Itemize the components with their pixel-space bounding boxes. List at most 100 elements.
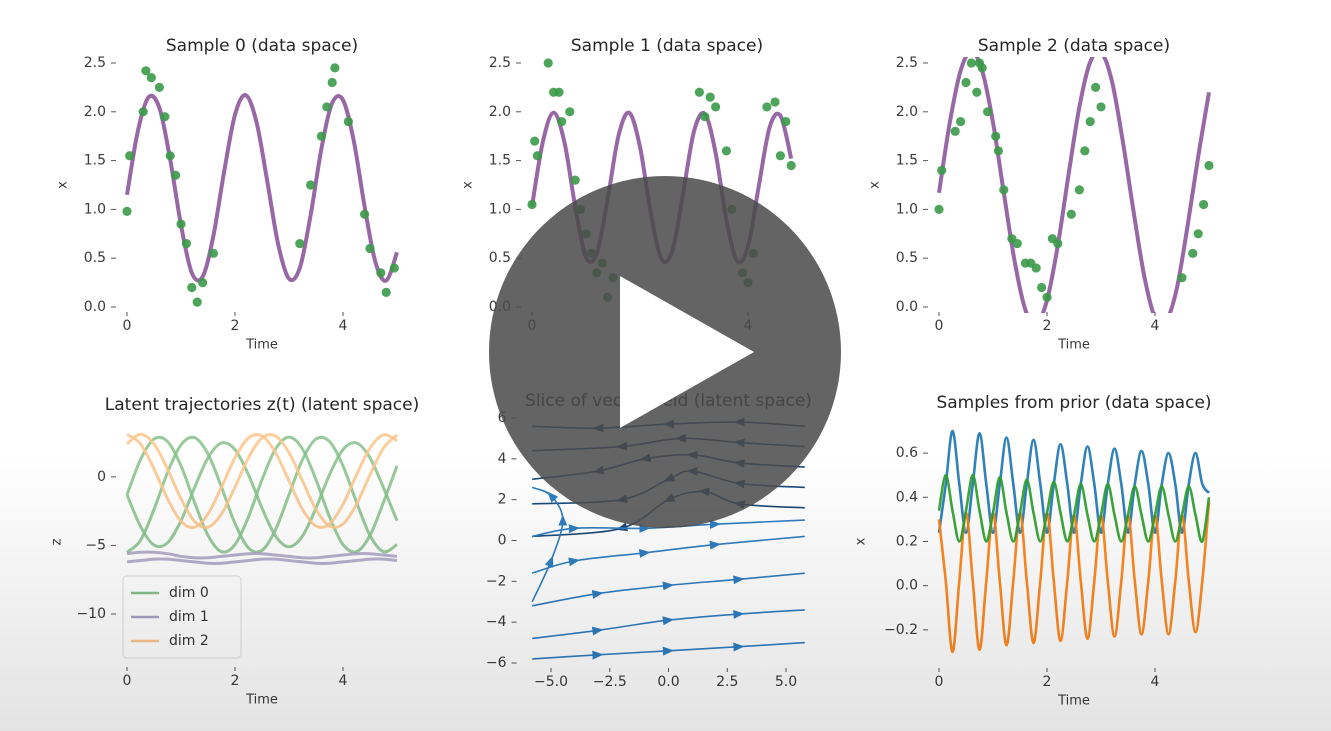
y-axis-label: x (868, 181, 883, 189)
data-point (1091, 82, 1101, 92)
data-point (966, 58, 977, 68)
y-tick-label: 1.5 (84, 153, 106, 169)
data-point (694, 87, 705, 97)
legend-label: dim 1 (169, 609, 209, 625)
y-tick-label: 0.0 (84, 299, 106, 315)
data-point (1066, 209, 1076, 219)
data-point (322, 102, 332, 112)
y-tick-label: 0.5 (489, 250, 511, 266)
y-tick-label: 0.0 (896, 578, 918, 594)
chart-title: Latent trajectories z(t) (latent space) (105, 395, 419, 415)
x-tick-label: 4 (1151, 674, 1160, 690)
x-tick-label: 2 (1043, 674, 1052, 690)
data-point (1204, 160, 1214, 171)
play-button[interactable] (489, 176, 841, 528)
data-point (937, 165, 947, 175)
data-point (138, 107, 148, 117)
data-point (565, 107, 575, 117)
chart: Latent trajectories z(t) (latent space) T… (50, 395, 420, 708)
y-tick-label: −4 (486, 614, 507, 630)
data-point (208, 248, 218, 258)
data-point (993, 146, 1004, 156)
chart: Sample 0 (data space) Time x 0.0 0.5 1.0 1.5 2.… (56, 36, 399, 353)
y-tick-label: 1.0 (896, 201, 918, 217)
x-tick-label: 2 (1043, 318, 1052, 334)
data-point (570, 175, 580, 185)
streamline (531, 535, 805, 574)
data-point (762, 102, 772, 112)
y-axis-label: x (461, 181, 476, 189)
x-axis-label: Time (1057, 694, 1090, 709)
chart-title: Sample 1 (data space) (571, 36, 763, 56)
data-point (125, 151, 135, 161)
y-tick-label: 1.0 (489, 201, 511, 217)
data-point (1199, 199, 1209, 210)
data-point (165, 151, 175, 161)
y-tick-label: 2 (498, 492, 507, 508)
data-point (1074, 185, 1084, 195)
data-point (1193, 229, 1203, 239)
chart-title: Samples from prior (data space) (936, 393, 1211, 413)
data-point (146, 73, 156, 83)
data-point (389, 263, 399, 273)
plot-area (122, 63, 399, 307)
streamline (532, 641, 805, 660)
data-point (700, 112, 710, 122)
plot-area (937, 429, 1211, 654)
x-tick-label: 4 (339, 673, 348, 689)
legend-label: dim 2 (169, 633, 209, 649)
data-point (192, 297, 202, 307)
y-tick-label: 0.4 (896, 489, 918, 505)
play-icon[interactable] (620, 276, 754, 428)
data-point (554, 87, 564, 97)
data-point (972, 87, 982, 97)
y-tick-label: 2.5 (489, 55, 511, 71)
x-tick-label: 0 (935, 674, 944, 690)
x-tick-label: 5.0 (775, 674, 797, 690)
x-tick-label: −5.0 (534, 674, 568, 690)
plot-area (934, 57, 1214, 313)
y-axis-label: z (50, 538, 65, 545)
data-point (171, 170, 181, 180)
data-point (1031, 263, 1041, 273)
data-point (198, 278, 208, 288)
data-point (1096, 102, 1106, 112)
data-point (775, 151, 786, 161)
y-tick-label: −10 (76, 606, 106, 622)
data-point (330, 63, 340, 73)
data-point (154, 82, 164, 92)
y-tick-label: 2.5 (896, 55, 918, 71)
streamline (531, 486, 568, 603)
data-point (306, 180, 316, 190)
trajectory (126, 550, 398, 560)
x-tick-label: 4 (1151, 318, 1160, 334)
data-point (770, 97, 780, 107)
y-tick-label: −5 (85, 537, 106, 553)
y-tick-label: 0.2 (896, 534, 918, 550)
y-tick-label: −0.2 (884, 622, 918, 638)
data-point (176, 219, 186, 229)
data-point (721, 146, 732, 156)
x-tick-label: 4 (339, 318, 348, 334)
series-line (125, 93, 399, 283)
data-point (1177, 273, 1187, 283)
chart: Samples from prior (data space) Time x −0.2… (854, 393, 1212, 709)
data-point (365, 243, 375, 254)
data-point (181, 238, 191, 249)
data-point (983, 107, 993, 117)
data-point (343, 116, 353, 127)
y-tick-label: 0.6 (896, 445, 918, 461)
x-tick-label: 0 (123, 673, 132, 689)
data-point (160, 112, 170, 122)
y-tick-label: 0.0 (896, 299, 918, 315)
data-point (786, 160, 796, 171)
data-point (360, 209, 370, 219)
chart: Sample 2 (data space) Time x 0.0 0.5 1.0 1.5 2.… (868, 36, 1214, 353)
trajectory (125, 441, 399, 549)
y-tick-label: 0.5 (84, 250, 106, 266)
data-point (977, 63, 987, 73)
data-point (1012, 238, 1022, 249)
data-point (376, 268, 386, 278)
data-point (950, 126, 960, 136)
y-tick-label: 1.0 (84, 201, 106, 217)
